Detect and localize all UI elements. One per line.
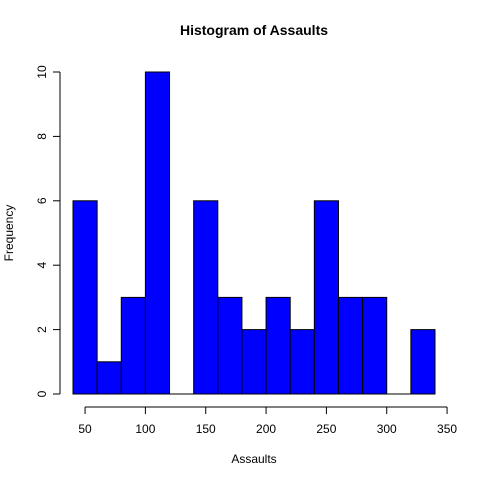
y-tick-label: 2: [35, 326, 49, 333]
x-tick-label: 100: [135, 422, 155, 436]
y-tick-label: 0: [35, 390, 49, 397]
histogram-bar: [337, 296, 364, 395]
histogram-bar: [193, 200, 219, 395]
x-tick-label: 300: [377, 422, 397, 436]
x-tick-label: 150: [196, 422, 216, 436]
x-axis-label: Assaults: [231, 452, 276, 466]
histogram-bar: [241, 329, 267, 395]
x-tick-label: 250: [316, 422, 336, 436]
histogram-bar: [410, 329, 436, 395]
y-axis-label: Frequency: [2, 205, 16, 262]
histogram-bar: [289, 329, 315, 395]
histogram-bar: [144, 71, 171, 395]
y-tick-label: 6: [35, 197, 49, 204]
x-tick-label: 200: [256, 422, 276, 436]
chart-title: Histogram of Assaults: [180, 22, 328, 38]
bars-group: [72, 71, 436, 395]
y-tick-label: 8: [35, 133, 49, 140]
y-tick-label: 4: [35, 262, 49, 269]
histogram-bar: [313, 200, 339, 395]
histogram-bar: [72, 200, 98, 395]
histogram-bar: [217, 296, 243, 395]
x-tick-label: 350: [437, 422, 457, 436]
y-tick-label: 10: [35, 65, 49, 79]
histogram-bar: [265, 296, 291, 395]
histogram-bar: [120, 296, 146, 395]
histogram-bar: [362, 296, 388, 395]
x-tick-label: 50: [78, 422, 92, 436]
y-axis: 0 2 4 6 8 10: [35, 65, 61, 397]
histogram-bar: [96, 361, 122, 395]
x-axis: 50 100 150 200 250 300 350: [78, 406, 457, 436]
